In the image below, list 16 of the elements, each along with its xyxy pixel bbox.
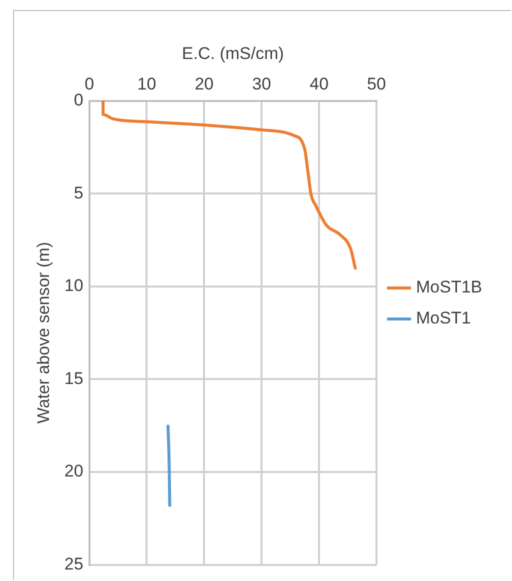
line-series [102, 100, 357, 270]
y-tick-label: 25 [64, 554, 84, 574]
y-axis-title: Water above sensor (m) [34, 242, 53, 424]
x-tick-label: 30 [252, 74, 272, 94]
y-tick-label: 10 [64, 276, 84, 296]
legend-label: MoST1 [416, 308, 471, 328]
x-tick-label: 40 [310, 74, 329, 94]
x-tick-label: 20 [194, 74, 214, 94]
y-tick-label: 15 [64, 368, 84, 388]
x-axis-title: E.C. (mS/cm) [182, 44, 284, 63]
y-tick-label: 20 [64, 462, 84, 481]
y-tick-label: 5 [74, 183, 84, 202]
legend-label: MoST1B [416, 278, 482, 297]
x-tick-label: 10 [137, 74, 156, 94]
x-tick-label: 50 [367, 74, 386, 94]
y-tick-label: 0 [74, 90, 84, 110]
